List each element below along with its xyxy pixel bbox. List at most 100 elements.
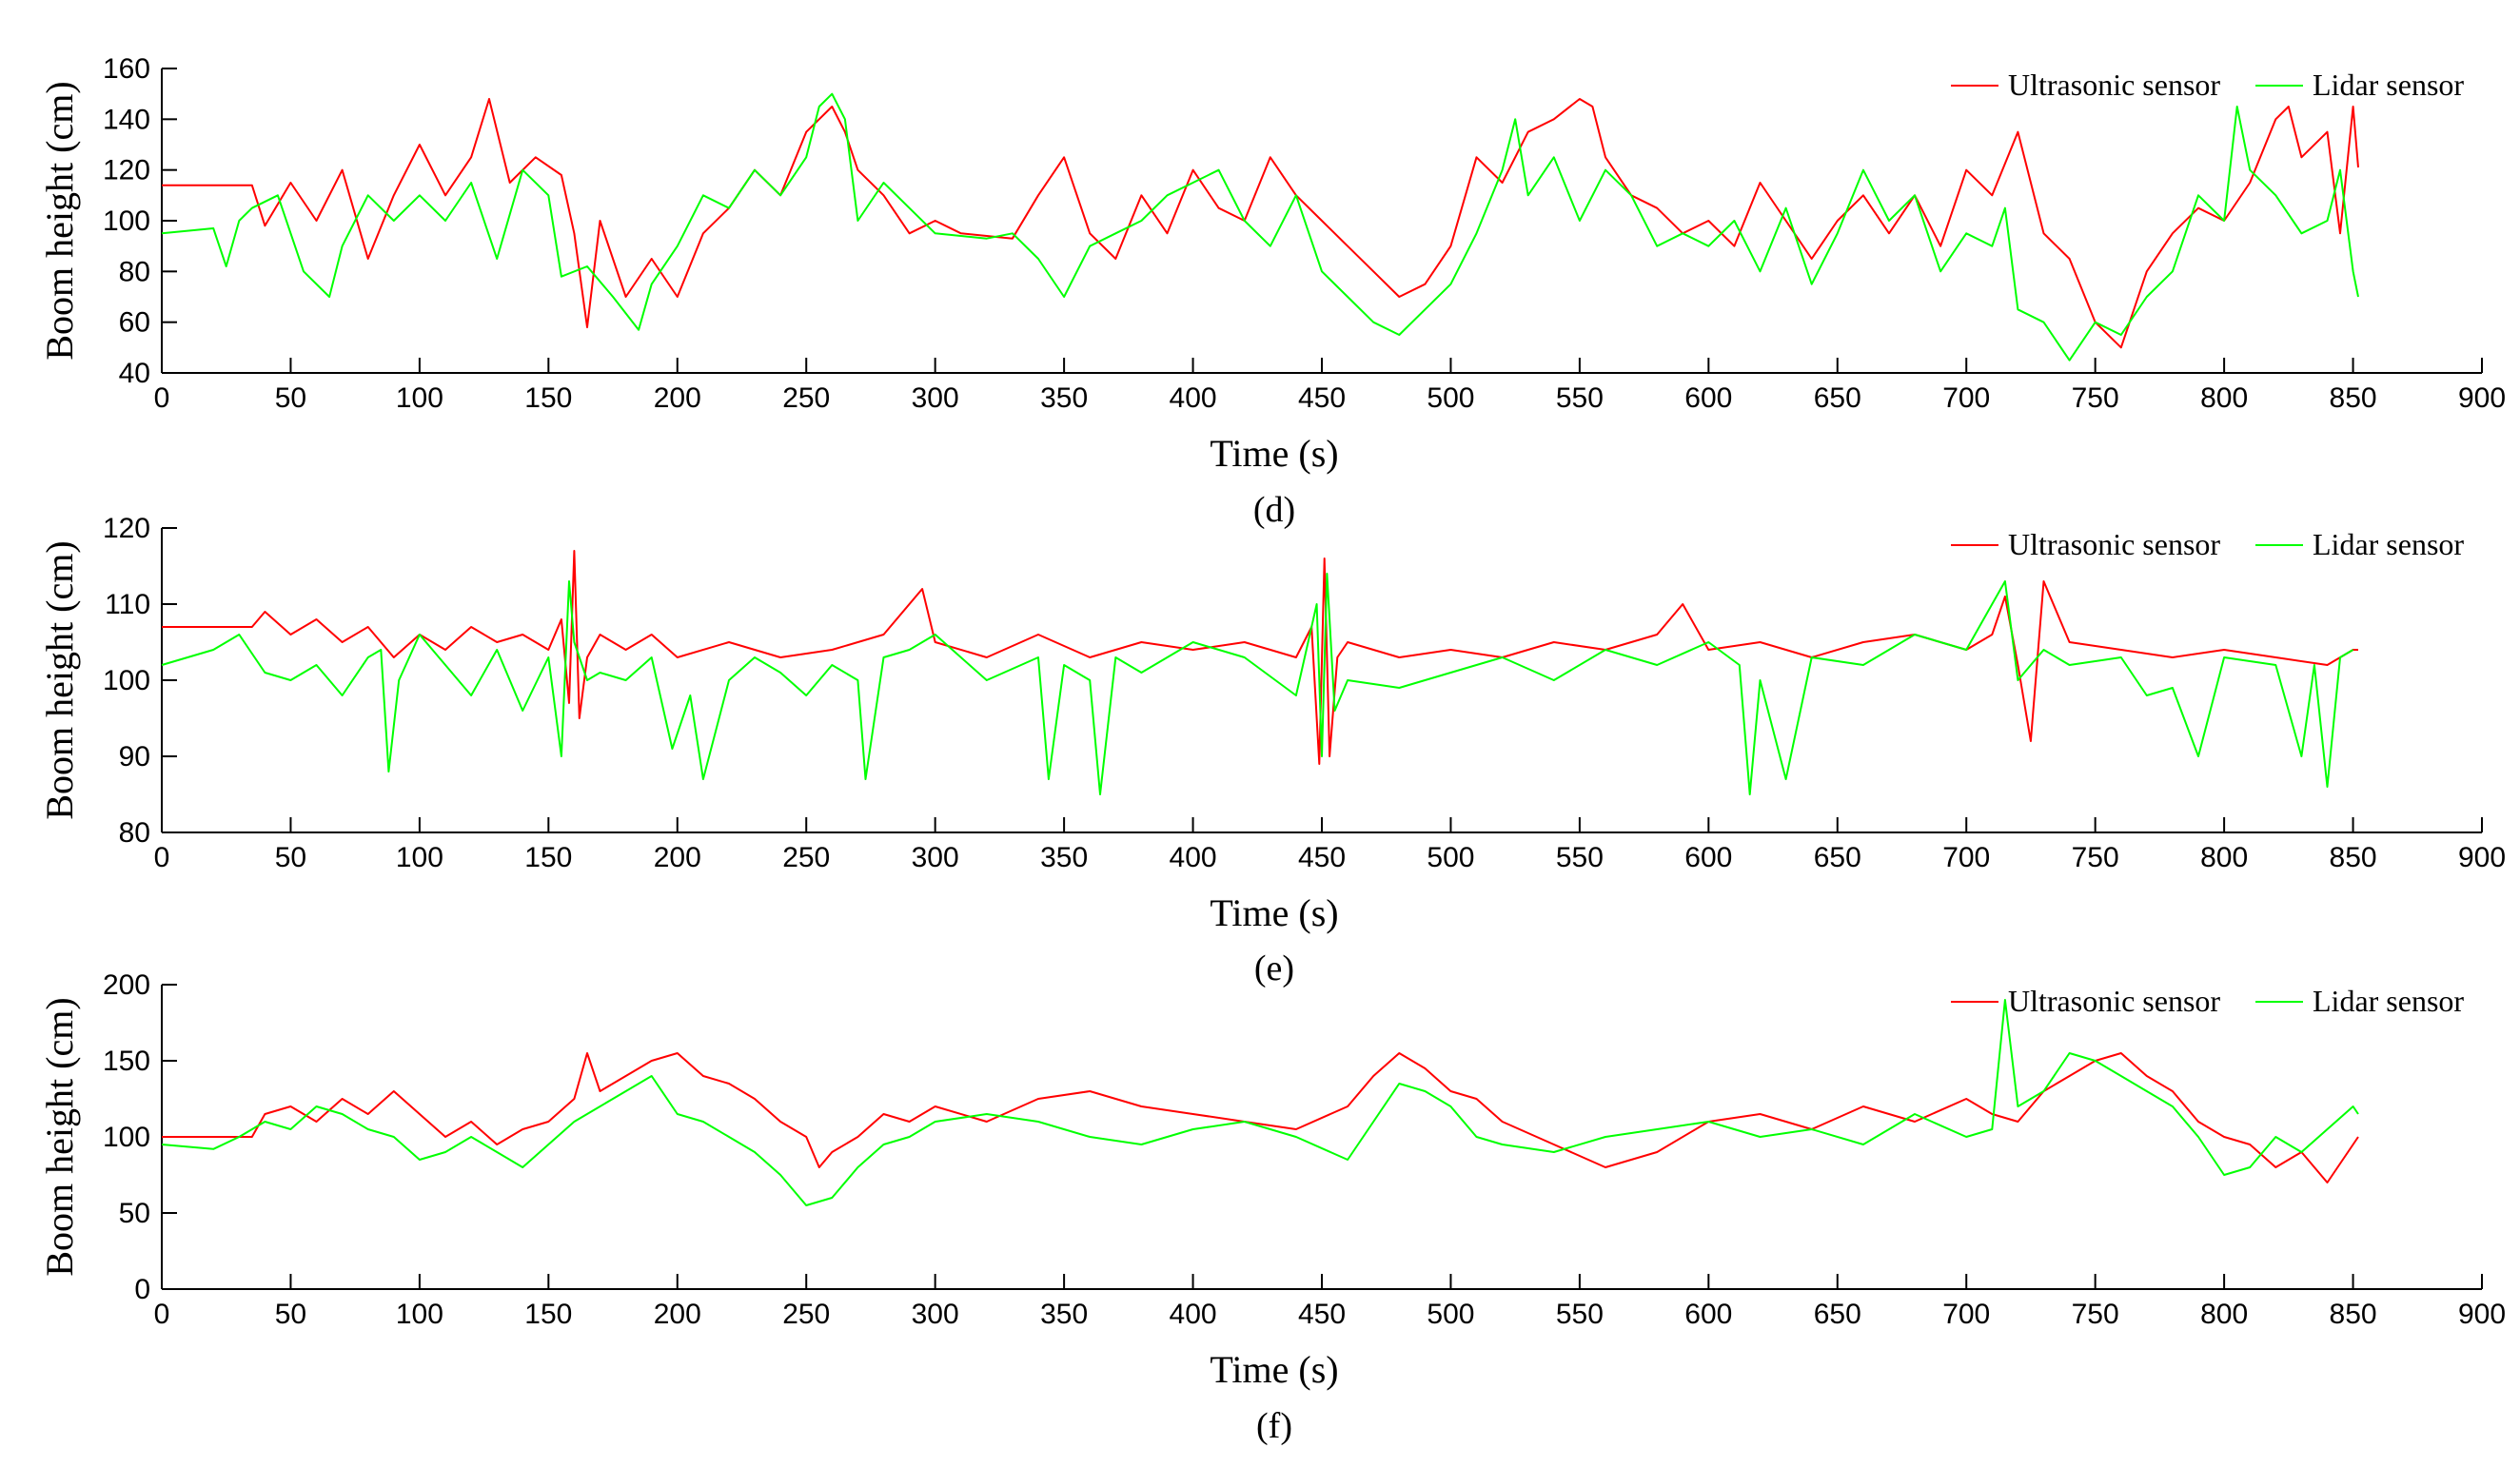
lidar-sensor-point — [832, 665, 833, 666]
lidar-sensor-point — [857, 680, 858, 681]
lidar-sensor-point — [1244, 1122, 1245, 1123]
lidar-sensor-point — [569, 581, 570, 582]
x-tick-label: 500 — [1427, 842, 1474, 873]
ultrasonic-sensor-point — [625, 1076, 626, 1077]
ultrasonic-sensor-point — [316, 221, 317, 222]
lidar-sensor-point — [2043, 650, 2044, 651]
lidar-sensor-point — [755, 1152, 756, 1153]
ultrasonic-sensor-point — [818, 119, 819, 120]
chart-panel-f: 0 50 100 150 200 250 300 350 400 450 500 550 600 650 7… — [38, 969, 2506, 1446]
ultrasonic-sensor-point — [1337, 657, 1338, 658]
lidar-sensor-point — [2275, 195, 2276, 196]
lidar-sensor-point — [2146, 695, 2147, 696]
panel-label: (e) — [1254, 949, 1294, 988]
lidar-sensor-point — [1476, 1137, 1477, 1138]
ultrasonic-sensor-point — [2198, 207, 2199, 208]
ultrasonic-sensor-line — [162, 550, 2358, 765]
ultrasonic-sensor-point — [728, 642, 729, 643]
ultrasonic-sensor-point — [574, 551, 575, 552]
ultrasonic-sensor-point — [1966, 1099, 1967, 1100]
lidar-sensor-point — [1502, 657, 1503, 658]
ultrasonic-sensor-point — [844, 131, 845, 132]
ultrasonic-sensor-point — [806, 131, 807, 132]
lidar-sensor-point — [1862, 665, 1863, 666]
lidar-sensor-point — [1167, 195, 1168, 196]
lidar-sensor-point — [677, 245, 678, 246]
ultrasonic-sensor-point — [586, 327, 587, 328]
x-tick-label: 100 — [396, 1299, 443, 1330]
ultrasonic-sensor-point — [574, 1099, 575, 1100]
lidar-sensor-point — [1553, 680, 1554, 681]
lidar-sensor-point — [2301, 233, 2302, 234]
ultrasonic-sensor-point — [548, 650, 549, 651]
ultrasonic-sensor-point — [1373, 271, 1374, 272]
ultrasonic-sensor-point — [471, 627, 472, 628]
ultrasonic-sensor-point — [702, 233, 703, 234]
ultrasonic-sensor-point — [522, 1129, 523, 1130]
y-tick-label: 140 — [103, 104, 150, 135]
lidar-sensor-point — [367, 195, 368, 196]
lidar-sensor-point — [265, 1122, 266, 1123]
lidar-sensor-point — [1966, 1137, 1967, 1138]
ultrasonic-sensor-point — [1141, 1106, 1142, 1107]
ultrasonic-sensor-point — [909, 1122, 910, 1123]
ultrasonic-sensor-point — [586, 1053, 587, 1054]
ultrasonic-sensor-point — [1090, 1091, 1091, 1092]
ultrasonic-sensor-point — [2357, 650, 2358, 651]
x-tick-label: 750 — [2072, 1299, 2119, 1330]
lidar-sensor-point — [780, 195, 781, 196]
lidar-sensor-point — [883, 1144, 884, 1145]
lidar-sensor-point — [2327, 1129, 2328, 1130]
ultrasonic-sensor-point — [651, 259, 652, 260]
lidar-sensor-point — [1316, 604, 1317, 605]
ultrasonic-sensor-point — [2288, 107, 2289, 108]
ultrasonic-sensor-line — [162, 98, 2359, 349]
lidar-sensor-point — [2004, 207, 2005, 208]
lidar-sensor-point — [290, 1129, 291, 1130]
lidar-sensor-point — [2004, 1000, 2005, 1001]
ultrasonic-sensor-point — [1966, 169, 1967, 170]
ultrasonic-sensor-point — [1862, 195, 1863, 196]
x-tick-label: 500 — [1427, 382, 1474, 414]
ultrasonic-sensor-point — [579, 718, 580, 719]
lidar-sensor-point — [1399, 688, 1400, 689]
x-tick-label: 650 — [1814, 382, 1861, 414]
lidar-sensor-point — [1012, 233, 1013, 234]
ultrasonic-sensor-point — [1090, 657, 1091, 658]
ultrasonic-sensor-point — [265, 225, 266, 226]
ultrasonic-sensor-point — [1373, 1076, 1374, 1077]
lidar-sensor-point — [2224, 657, 2225, 658]
ultrasonic-sensor-point — [2043, 233, 2044, 234]
lidar-sensor-point — [2198, 756, 2199, 757]
lidar-sensor-point — [728, 680, 729, 681]
ultrasonic-sensor-point — [2146, 271, 2147, 272]
lidar-sensor-point — [986, 1114, 987, 1115]
lidar-sensor-point — [832, 93, 833, 94]
ultrasonic-sensor-point — [857, 1137, 858, 1138]
x-tick-label: 850 — [2330, 382, 2377, 414]
ultrasonic-sensor-point — [1502, 183, 1503, 184]
ultrasonic-sensor-point — [1399, 657, 1400, 658]
ultrasonic-sensor-point — [2224, 1137, 2225, 1138]
ultrasonic-sensor-point — [883, 195, 884, 196]
ultrasonic-sensor-point — [1940, 245, 1941, 246]
lidar-sensor-point — [471, 1137, 472, 1138]
panel-label: (d) — [1253, 490, 1295, 530]
lidar-sensor-point — [806, 157, 807, 158]
ultrasonic-sensor-point — [755, 1099, 756, 1100]
y-tick-label: 120 — [103, 513, 150, 544]
ultrasonic-sensor-point — [986, 657, 987, 658]
lidar-sensor-point — [1760, 680, 1761, 681]
lidar-sensor-point — [1141, 221, 1142, 222]
lidar-sensor-point — [1749, 794, 1750, 795]
ultrasonic-sensor-point — [1218, 207, 1219, 208]
x-tick-label: 600 — [1684, 382, 1732, 414]
lidar-sensor-point — [2327, 221, 2328, 222]
lidar-sensor-point — [277, 195, 278, 196]
ultrasonic-sensor-point — [1425, 1068, 1426, 1069]
ultrasonic-sensor-point — [1348, 245, 1349, 246]
ultrasonic-sensor-point — [367, 1114, 368, 1115]
lidar-sensor-point — [2301, 1152, 2302, 1153]
ultrasonic-sensor-point — [2327, 131, 2328, 132]
lidar-sensor-point — [1708, 642, 1709, 643]
